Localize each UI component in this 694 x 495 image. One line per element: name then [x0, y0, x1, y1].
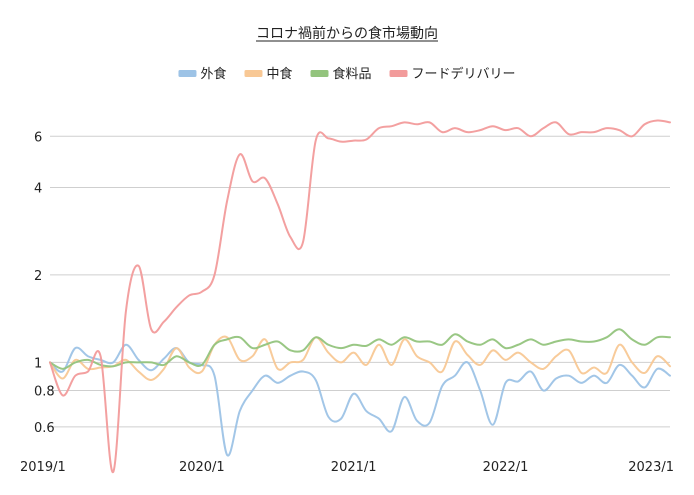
series-line-2: [49, 328, 671, 370]
x-tick-label: 2022/1: [483, 460, 529, 475]
x-axis-ticks: 2019/1 2020/1 2021/1 2022/1 2023/1: [20, 460, 674, 475]
y-tick-label: 4: [34, 181, 42, 196]
y-tick-label: 1: [34, 356, 42, 371]
y-axis-ticks: 0.6 0.8 1 2 4 6: [34, 130, 55, 436]
legend-label: 食料品: [333, 66, 372, 82]
legend-item-0: 外食: [178, 66, 226, 82]
legend-label: フードデリバリー: [412, 66, 516, 82]
series-line-0: [49, 343, 671, 457]
series-line-1: [49, 335, 671, 381]
legend-swatch: [244, 70, 263, 77]
x-tick-label: 2021/1: [331, 460, 377, 475]
legend-label: 外食: [200, 66, 226, 82]
y-tick-label: 6: [34, 130, 42, 145]
y-tick-label: 2: [34, 269, 42, 284]
y-tick-label: 0.6: [34, 421, 55, 436]
legend-label: 中食: [266, 66, 292, 82]
legend-swatch: [310, 70, 329, 77]
x-tick-label: 2020/1: [179, 460, 225, 475]
y-tick-label: 0.8: [34, 385, 55, 400]
legend-item-3: フードデリバリー: [389, 66, 516, 82]
legend-swatch: [389, 70, 408, 77]
chart-title: コロナ禍前からの食市場動向: [256, 25, 438, 42]
legend-item-2: 食料品: [310, 66, 372, 82]
legend-swatch: [178, 70, 197, 77]
x-tick-label: 2019/1: [20, 460, 66, 475]
series-line-3: [49, 119, 671, 473]
legend-item-1: 中食: [244, 66, 293, 82]
legend: 外食 中食 食料品 フードデリバリー: [178, 66, 516, 82]
x-tick-label: 2023/1: [628, 460, 674, 475]
series-lines: [49, 119, 671, 473]
